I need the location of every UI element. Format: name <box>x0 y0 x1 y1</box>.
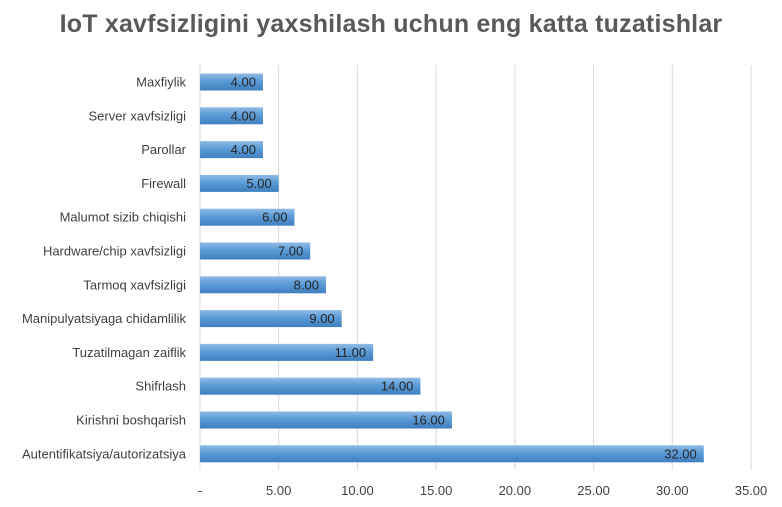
bar-0 <box>200 73 263 91</box>
bar-1 <box>200 107 263 125</box>
data-label-4: 6.00 <box>262 210 287 225</box>
bar-6 <box>200 276 326 294</box>
category-label-6: Tarmoq xavfsizligi <box>83 277 186 292</box>
category-label-9: Shifrlash <box>135 379 186 394</box>
category-label-7: Manipulyatsiyaga chidamlilik <box>22 311 187 326</box>
category-label-1: Server xavfsizligi <box>88 108 186 123</box>
x-tick-label-6: 30.00 <box>656 483 689 498</box>
data-label-6: 8.00 <box>294 277 319 292</box>
bar-8 <box>200 343 374 361</box>
data-label-0: 4.00 <box>231 75 256 90</box>
bar-11 <box>200 445 704 463</box>
category-labels: Maxfiylik Server xavfsizligi Parollar Firew… <box>22 75 187 462</box>
x-tick-label-7: 35.00 <box>735 483 768 498</box>
bar-2 <box>200 141 263 159</box>
x-tick-label-5: 25.00 <box>577 483 610 498</box>
category-label-5: Hardware/chip xavfsizligi <box>43 244 186 259</box>
x-tick-label-4: 20.00 <box>499 483 532 498</box>
data-label-7: 9.00 <box>309 311 334 326</box>
x-tick-label-0: - <box>198 483 202 498</box>
data-label-11: 32.00 <box>664 446 697 461</box>
x-axis-ticks: - 5.00 10.00 15.00 20.00 25.00 30.00 35.00 <box>198 483 767 498</box>
gridlines <box>199 65 752 470</box>
category-label-8: Tuzatilmagan zaiflik <box>72 345 186 360</box>
category-label-0: Maxfiylik <box>136 75 186 90</box>
bar-4 <box>200 208 295 226</box>
data-label-5: 7.00 <box>278 244 303 259</box>
bar-9 <box>200 377 421 395</box>
category-label-3: Firewall <box>141 176 186 191</box>
category-label-11: Autentifikatsiya/autorizatsiya <box>22 446 187 461</box>
data-label-10: 16.00 <box>412 413 445 428</box>
x-tick-label-1: 5.00 <box>266 483 291 498</box>
x-tick-label-2: 10.00 <box>341 483 374 498</box>
data-label-3: 5.00 <box>246 176 271 191</box>
bar-5 <box>200 242 311 260</box>
category-label-2: Parollar <box>141 142 186 157</box>
data-label-1: 4.00 <box>231 108 256 123</box>
bar-10 <box>200 411 452 429</box>
category-label-4: Malumot sizib chiqishi <box>60 210 187 225</box>
bars <box>200 73 704 463</box>
bar-3 <box>200 174 279 192</box>
bar-7 <box>200 310 342 328</box>
data-label-8: 11.00 <box>335 345 367 360</box>
data-label-2: 4.00 <box>231 142 256 157</box>
data-label-9: 14.00 <box>381 379 414 394</box>
x-tick-label-3: 15.00 <box>420 483 453 498</box>
category-label-10: Kirishni boshqarish <box>76 413 186 428</box>
chart-title: IoT xavfsizligini yaxshilash uchun eng k… <box>59 10 723 38</box>
data-labels: 4.00 4.00 4.00 5.00 6.00 7.00 8.00 9.00 11.00 14.… <box>231 75 697 462</box>
